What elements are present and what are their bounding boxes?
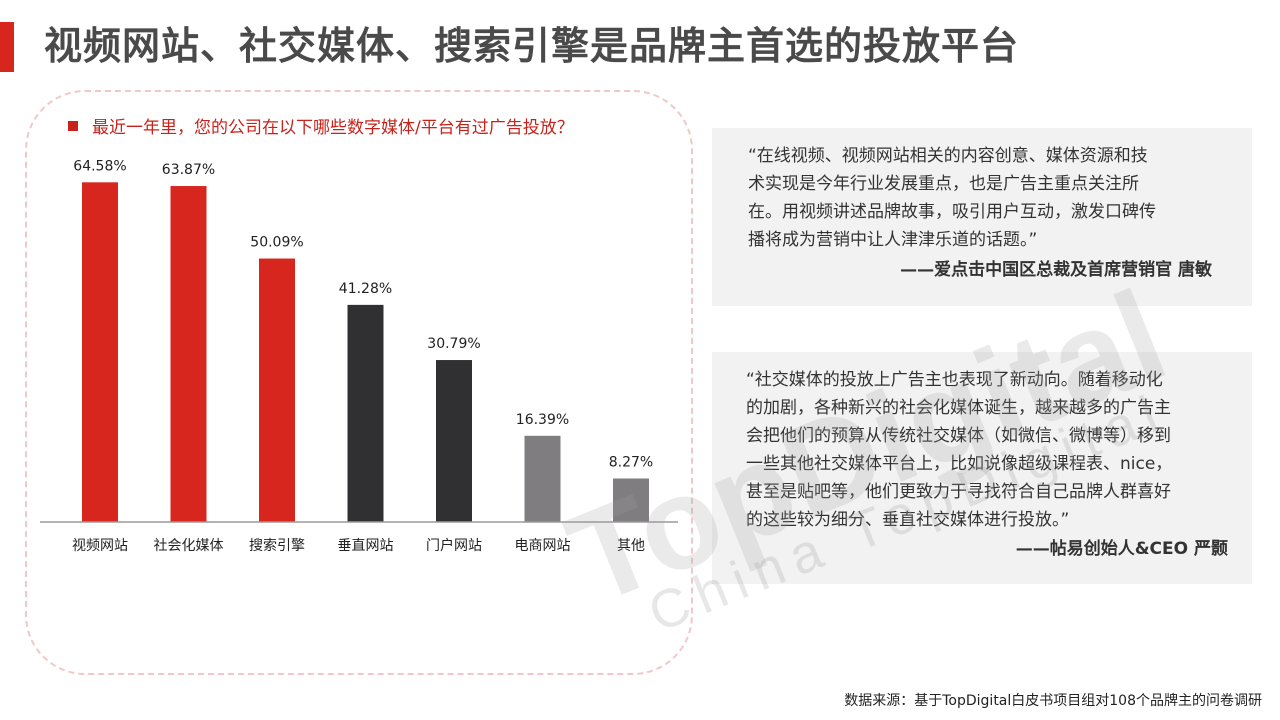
bar-value-label: 63.87% <box>162 162 215 178</box>
category-tick-label: 其他 <box>617 538 645 554</box>
category-tick-label: 垂直网站 <box>338 537 394 554</box>
square-bullet-icon <box>68 121 78 131</box>
category-tick-label: 视频网站 <box>72 538 128 554</box>
quote-1-line: “在线视频、视频网站相关的内容创意、媒体资源和技 <box>748 146 1148 166</box>
quote-2-line: 甚至是贴吧等，他们更致力于寻找符合自己品牌人群喜好 <box>746 482 1171 502</box>
quote-box-2: “社交媒体的投放上广告主也表现了新动向。随着移动化 的加剧，各种新兴的社会化媒体… <box>712 352 1252 584</box>
quote-2-author: ——帖易创始人&CEO 严颢 <box>1015 539 1228 559</box>
category-tick-label: 电商网站 <box>515 538 571 554</box>
quote-2-line: 一些其他社交媒体平台上，比如说像超级课程表、nice， <box>746 454 1173 474</box>
bar-4 <box>347 304 384 522</box>
quote-1-author: ——爱点击中国区总裁及首席营销官 唐敏 <box>900 260 1212 280</box>
bar-value-label: 30.79% <box>427 336 480 352</box>
bar-1 <box>82 182 118 522</box>
category-tick-label: 搜索引擎 <box>249 537 305 554</box>
bar-value-label: 8.27% <box>609 454 653 470</box>
data-source-note: 数据来源：基于TopDigital白皮书项目组对108个品牌主的问卷调研 <box>844 693 1262 709</box>
chart-panel <box>25 90 693 675</box>
bar-6 <box>524 435 561 522</box>
quote-2-line: 的加剧，各种新兴的社会化媒体诞生，越来越多的广告主 <box>746 398 1171 418</box>
quote-1-line: 术实现是今年行业发展重点，也是广告主重点关注所 <box>748 174 1139 194</box>
bar-value-label: 64.58% <box>73 158 126 174</box>
title-accent-bar <box>0 22 14 72</box>
quote-1-text: “在线视频、视频网站相关的内容创意、媒体资源和技 术实现是今年行业发展重点，也是… <box>748 142 1156 254</box>
survey-question: 最近一年里，您的公司在以下哪些数字媒体/平台有过广告投放？ <box>68 113 574 138</box>
quote-box-1: “在线视频、视频网站相关的内容创意、媒体资源和技 术实现是今年行业发展重点，也是… <box>712 128 1252 306</box>
bar-2 <box>170 186 207 522</box>
bar-7 <box>613 478 649 522</box>
bar-value-label: 41.28% <box>339 281 392 297</box>
survey-question-text: 最近一年里，您的公司在以下哪些数字媒体/平台有过广告投放？ <box>92 118 574 138</box>
bar-3 <box>259 258 295 522</box>
category-tick-label: 门户网站 <box>426 537 482 554</box>
category-tick-label: 社会化媒体 <box>154 538 224 554</box>
quote-1-line: 播将成为营销中让人津津乐道的话题。” <box>748 230 1038 250</box>
quote-2-line: 的这些较为细分、垂直社交媒体进行投放。” <box>746 510 1070 530</box>
page-title: 视频网站、社交媒体、搜索引擎是品牌主首选的投放平台 <box>44 24 1020 68</box>
bar-value-label: 50.09% <box>250 235 303 251</box>
bar-chart: 64.58% 视频网站 63.87% 社会化媒体 50.09% 搜索引擎 41.28% 垂直网… <box>40 158 678 554</box>
bar-value-label: 16.39% <box>516 412 569 428</box>
quote-2-line: “社交媒体的投放上广告主也表现了新动向。随着移动化 <box>746 370 1163 390</box>
quote-2-text: “社交媒体的投放上广告主也表现了新动向。随着移动化 的加剧，各种新兴的社会化媒体… <box>746 366 1172 534</box>
bar-5 <box>436 360 472 522</box>
quote-2-line: 会把他们的预算从传统社交媒体（如微信、微博等）移到 <box>746 426 1171 446</box>
quote-1-line: 在。用视频讲述品牌故事，吸引用户互动，激发口碑传 <box>748 202 1156 222</box>
